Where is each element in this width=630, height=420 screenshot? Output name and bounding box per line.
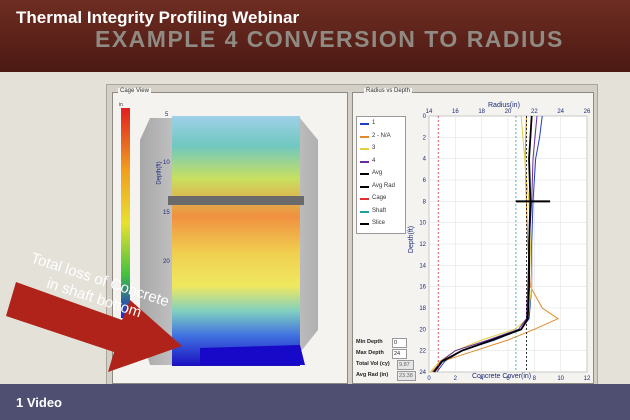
- min-depth-label: Min Depth: [356, 339, 383, 345]
- legend-swatch: [360, 223, 369, 225]
- color-scale-bar: [121, 108, 130, 318]
- legend-label: Avg: [372, 170, 383, 176]
- cage-depth-tick: 15: [163, 210, 170, 216]
- legend-label: Shaft: [372, 207, 387, 214]
- bottom-tick-label: 8: [533, 376, 537, 382]
- bottom-tick-label: 0: [427, 376, 431, 382]
- min-depth-field[interactable]: 0: [392, 338, 407, 348]
- depth-tick-label: 12: [419, 242, 426, 248]
- max-depth-field[interactable]: 24: [392, 349, 407, 359]
- depth-tick-label: 2: [423, 135, 427, 141]
- legend-label: 4: [372, 157, 376, 164]
- top-tick-label: 24: [557, 109, 564, 115]
- legend-label: Slice: [372, 220, 386, 226]
- legend-swatch: [360, 123, 369, 125]
- depth-tick-label: 20: [419, 327, 426, 333]
- bottom-tick-label: 4: [480, 376, 484, 382]
- legend-label: Cage: [372, 195, 387, 201]
- top-tick-label: 14: [426, 109, 433, 115]
- legend-item: Avg: [360, 169, 404, 179]
- series-line-4: [432, 115, 538, 373]
- cage-view-title: Cage View: [118, 88, 151, 94]
- avg-rad-label: Avg Rad (in): [356, 372, 389, 378]
- bottom-tick-label: 12: [584, 376, 591, 382]
- total-vol-label: Total Vol (cy): [356, 361, 390, 367]
- callout-arrow: [6, 282, 182, 372]
- video-count-label[interactable]: 1 Video: [16, 395, 63, 410]
- depth-axis-label: Depth(ft): [408, 225, 416, 254]
- avg-rad-field: 23.38: [397, 371, 416, 381]
- top-tick-label: 22: [531, 109, 538, 115]
- bottom-tick-label: 10: [557, 376, 564, 382]
- bottom-tick-label: 2: [454, 376, 458, 382]
- legend-item: 4: [360, 157, 404, 167]
- top-tick-label: 16: [452, 109, 459, 115]
- legend-item: Slice: [360, 219, 404, 229]
- depth-tick-label: 16: [419, 285, 426, 291]
- legend-item: 2 - N/A: [360, 132, 404, 142]
- legend-label: 3: [372, 145, 376, 151]
- legend-item: Cage: [360, 194, 404, 204]
- radius-chart-title: Radius vs Depth: [364, 88, 413, 94]
- shaft-bottom-void: [200, 345, 305, 365]
- depth-tick-label: 4: [423, 157, 427, 163]
- depth-tick-label: 6: [423, 178, 427, 184]
- depth-tick-label: 14: [419, 263, 426, 269]
- legend-swatch: [360, 198, 369, 200]
- top-axis-label: Radius(in): [488, 102, 520, 109]
- slice-plane: [168, 196, 304, 205]
- legend-label: 1: [372, 120, 376, 126]
- series-line-2-n-a: [431, 115, 560, 373]
- legend-swatch: [360, 210, 369, 213]
- depth-tick-label: 8: [423, 199, 427, 205]
- legend-swatch: [360, 185, 369, 188]
- shaft-thermal-map: [172, 116, 300, 366]
- depth-tick-label: 18: [419, 306, 426, 312]
- legend-swatch: [360, 148, 369, 150]
- cage-depth-tick: 5: [165, 112, 169, 118]
- bottom-axis-label: Concrete Cover(in): [472, 373, 532, 380]
- legend-label: Avg Rad: [372, 182, 395, 189]
- depth-tick-label: 0: [423, 114, 427, 120]
- legend-label: 2 - N/A: [372, 132, 391, 139]
- top-tick-label: 18: [478, 109, 485, 115]
- depth-tick-label: 22: [419, 349, 426, 355]
- max-depth-label: Max Depth: [356, 350, 384, 356]
- cage-depth-tick: 10: [163, 160, 170, 166]
- series-line-avg: [433, 115, 533, 373]
- chart-legend: 1 2 - N/A 3 4 Avg Avg Rad Cage Shaft Slice: [356, 116, 406, 234]
- legend-item: 1: [360, 119, 404, 129]
- legend-swatch: [360, 135, 369, 138]
- bottom-tick-label: 6: [506, 376, 510, 382]
- video-bar[interactable]: 1 Video: [0, 384, 630, 420]
- legend-item: Shaft: [360, 207, 404, 217]
- legend-item: Avg Rad: [360, 182, 404, 192]
- legend-swatch: [360, 173, 369, 175]
- cage-depth-tick: 20: [163, 259, 170, 265]
- title-bar: Thermal Integrity Profiling Webinar EXAM…: [0, 0, 630, 72]
- top-tick-label: 26: [584, 109, 591, 115]
- depth-tick-label: 10: [419, 221, 426, 227]
- legend-swatch: [360, 160, 369, 163]
- total-vol-field: 9.87: [397, 360, 414, 370]
- slide-title: EXAMPLE 4 CONVERSION TO RADIUS: [95, 26, 564, 52]
- legend-item: 3: [360, 144, 404, 154]
- scale-unit-label: in: [117, 102, 125, 108]
- depth-tick-label: 24: [419, 370, 426, 376]
- top-tick-label: 20: [505, 109, 512, 115]
- webinar-title: Thermal Integrity Profiling Webinar: [16, 8, 300, 27]
